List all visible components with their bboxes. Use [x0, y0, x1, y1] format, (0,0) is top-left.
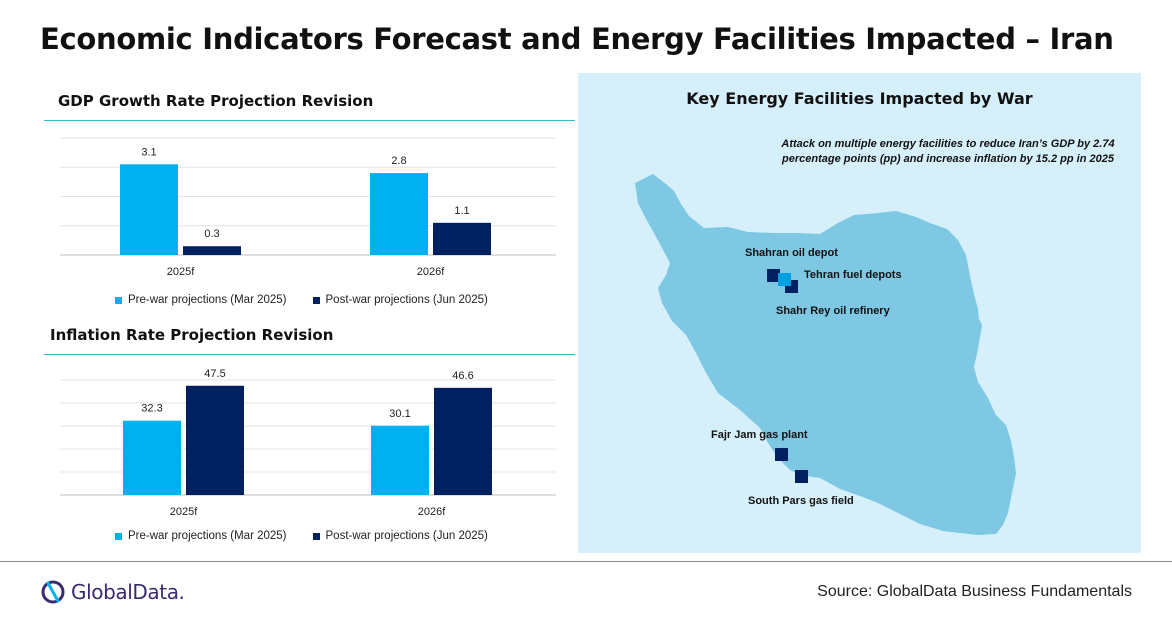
gdp-legend-post-label: Post-war projections (Jun 2025) — [325, 294, 488, 306]
gdp-bar-2026f-pre-war — [370, 173, 428, 255]
inflation-chart-rule — [44, 354, 575, 355]
inflation-category-label-2026f: 2026f — [418, 506, 446, 518]
globaldata-logo-text: GlobalData. — [71, 580, 185, 604]
gdp-bar-2026f-post-war — [433, 222, 491, 255]
inflation-data-label-2026f-post-war: 46.6 — [452, 370, 473, 382]
gdp-legend-pre-label: Pre-war projections (Mar 2025) — [128, 294, 287, 306]
inflation-data-label-2026f-pre-war: 30.1 — [389, 408, 410, 420]
inflation-legend-post-label: Post-war projections (Jun 2025) — [325, 530, 488, 542]
iran-map — [635, 174, 1016, 535]
gdp-data-label-2026f-pre-war: 2.8 — [391, 155, 406, 167]
inflation-legend: Pre-war projections (Mar 2025) Post-war … — [115, 530, 488, 542]
globaldata-logo: GlobalData. — [40, 578, 185, 606]
inflation-chart-title: Inflation Rate Projection Revision — [50, 326, 334, 344]
map-title: Key Energy Facilities Impacted by War — [686, 89, 1033, 108]
marker-tehran — [778, 273, 791, 286]
inflation-bar-2025f-pre-war — [123, 420, 181, 495]
footer-divider — [0, 561, 1172, 562]
page-title: Economic Indicators Forecast and Energy … — [40, 22, 1114, 56]
marker-south-pars — [795, 470, 808, 483]
gdp-chart-rule — [44, 120, 575, 121]
gdp-bar-2025f-pre-war — [120, 164, 178, 255]
gdp-legend-pre: Pre-war projections (Mar 2025) — [115, 294, 287, 306]
iran-shape — [635, 174, 1016, 535]
gdp-legend: Pre-war projections (Mar 2025) Post-war … — [115, 294, 488, 306]
facility-label-fajr-jam: Fajr Jam gas plant — [711, 429, 808, 441]
map-panel: Key Energy Facilities Impacted by War At… — [578, 73, 1141, 553]
inflation-category-label-2025f: 2025f — [170, 506, 198, 518]
inflation-legend-post: Post-war projections (Jun 2025) — [312, 530, 488, 542]
gdp-data-label-2025f-pre-war: 3.1 — [141, 146, 156, 158]
facility-label-south-pars: South Pars gas field — [748, 495, 854, 507]
gdp-data-label-2026f-post-war: 1.1 — [454, 205, 469, 217]
gdp-legend-pre-swatch — [115, 296, 122, 304]
inflation-bar-2026f-post-war — [434, 387, 492, 495]
facility-label-shahran: Shahran oil depot — [745, 247, 838, 259]
inflation-legend-post-swatch — [312, 532, 320, 540]
inflation-chart: 32.3 47.5 2025f 30.1 46.6 2026f — [60, 368, 556, 518]
source-note: Source: GlobalData Business Fundamentals — [817, 583, 1132, 600]
gdp-bar-2025f-post-war — [183, 246, 241, 255]
facility-label-shahr-rey: Shahr Rey oil refinery — [776, 305, 890, 317]
gdp-legend-post: Post-war projections (Jun 2025) — [312, 294, 488, 306]
inflation-data-label-2025f-post-war: 47.5 — [204, 368, 225, 380]
gdp-category-label-2025f: 2025f — [167, 266, 195, 278]
map-note: Attack on multiple energy facilities to … — [781, 138, 1115, 165]
gdp-data-label-2025f-post-war: 0.3 — [204, 228, 219, 240]
gdp-chart-title: GDP Growth Rate Projection Revision — [58, 92, 374, 110]
gdp-chart: 3.1 0.3 2025f 2.8 1.1 2026f — [60, 137, 556, 278]
inflation-bar-2026f-pre-war — [371, 425, 429, 495]
inflation-legend-pre-swatch — [115, 532, 122, 540]
facility-label-tehran: Tehran fuel depots — [804, 269, 902, 281]
inflation-data-label-2025f-pre-war: 32.3 — [141, 403, 162, 415]
inflation-legend-pre: Pre-war projections (Mar 2025) — [115, 530, 287, 542]
gdp-category-label-2026f: 2026f — [417, 266, 445, 278]
marker-fajr-jam — [775, 448, 788, 461]
globaldata-logo-icon — [41, 580, 65, 604]
inflation-legend-pre-label: Pre-war projections (Mar 2025) — [128, 530, 287, 542]
gdp-legend-post-swatch — [312, 296, 320, 304]
inflation-bar-2025f-post-war — [186, 385, 244, 495]
marker-shahran — [767, 269, 780, 282]
